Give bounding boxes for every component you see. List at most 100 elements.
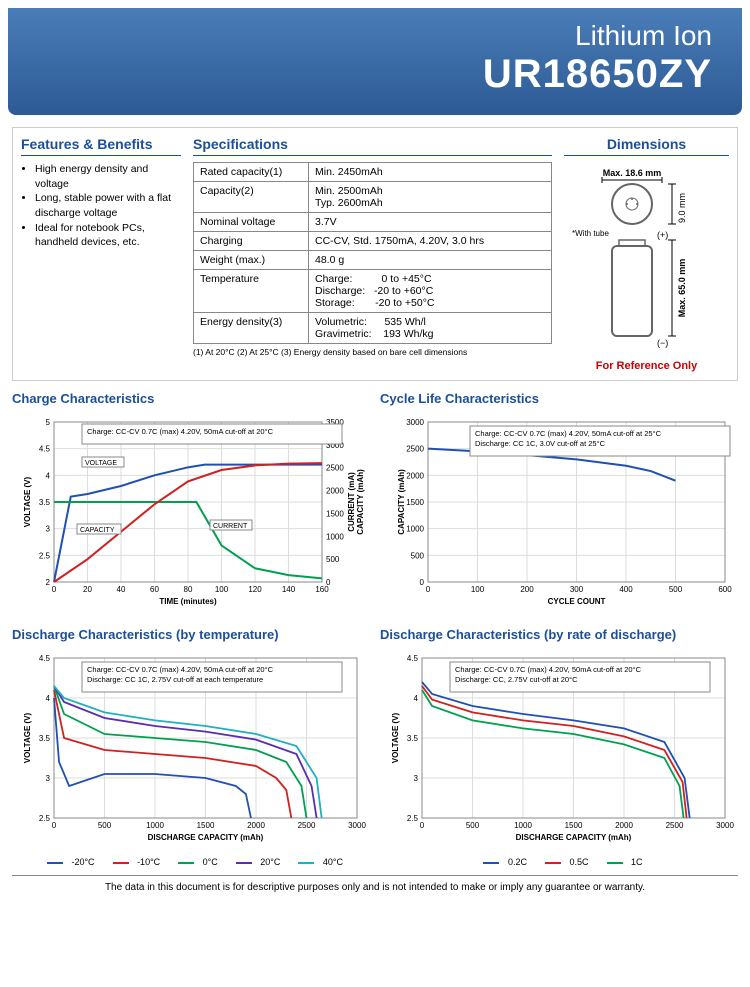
svg-text:4: 4 bbox=[46, 471, 51, 480]
svg-text:500: 500 bbox=[669, 585, 683, 594]
top-row: Features & Benefits High energy density … bbox=[12, 127, 738, 381]
svg-text:4.5: 4.5 bbox=[407, 654, 419, 663]
ref-only: For Reference Only bbox=[564, 360, 729, 372]
svg-text:(+): (+) bbox=[657, 230, 668, 240]
spec-footnote: (1) At 20°C (2) At 25°C (3) Energy densi… bbox=[193, 347, 552, 357]
svg-text:2: 2 bbox=[46, 578, 51, 587]
svg-text:80: 80 bbox=[184, 585, 193, 594]
svg-text:1000: 1000 bbox=[514, 821, 532, 830]
svg-text:2000: 2000 bbox=[326, 487, 344, 496]
svg-text:3000: 3000 bbox=[716, 821, 734, 830]
charge-chart: Charge Characteristics 22.533.544.550204… bbox=[12, 391, 372, 617]
svg-text:CAPACITY: CAPACITY bbox=[80, 527, 115, 534]
svg-text:VOLTAGE: VOLTAGE bbox=[85, 460, 117, 467]
svg-text:600: 600 bbox=[718, 585, 732, 594]
svg-text:TIME (minutes): TIME (minutes) bbox=[159, 597, 217, 606]
dimensions-diagram: Max. 18.6 mm 9.0 mm *With tube (+) Max. … bbox=[567, 166, 727, 351]
svg-text:500: 500 bbox=[98, 821, 112, 830]
svg-text:3: 3 bbox=[46, 525, 51, 534]
svg-text:CAPACITY (mAh): CAPACITY (mAh) bbox=[356, 469, 365, 535]
svg-text:Charge: CC-CV 0.7C (max) 4.: Charge: CC-CV 0.7C (max) 4.20V, 50mA cut… bbox=[475, 429, 662, 438]
dimensions-title: Dimensions bbox=[564, 136, 729, 156]
svg-text:1500: 1500 bbox=[406, 498, 424, 507]
svg-text:4.5: 4.5 bbox=[39, 654, 51, 663]
svg-text:500: 500 bbox=[326, 555, 340, 564]
svg-text:200: 200 bbox=[520, 585, 534, 594]
specs-title: Specifications bbox=[193, 136, 552, 156]
svg-text:500: 500 bbox=[411, 551, 425, 560]
svg-text:VOLTAGE (V): VOLTAGE (V) bbox=[23, 476, 32, 527]
svg-text:DISCHARGE CAPACITY (mAh): DISCHARGE CAPACITY (mAh) bbox=[148, 833, 264, 842]
svg-text:3.5: 3.5 bbox=[39, 734, 51, 743]
svg-text:100: 100 bbox=[215, 585, 229, 594]
svg-text:CYCLE COUNT: CYCLE COUNT bbox=[548, 597, 606, 606]
svg-text:CURRENT: CURRENT bbox=[213, 523, 248, 530]
header-title: UR18650ZY bbox=[38, 52, 712, 97]
svg-text:3000: 3000 bbox=[348, 821, 366, 830]
svg-text:2500: 2500 bbox=[666, 821, 684, 830]
svg-text:60: 60 bbox=[150, 585, 159, 594]
header-subtitle: Lithium Ion bbox=[38, 20, 712, 52]
discharge-temp-chart: Discharge Characteristics (by temperatur… bbox=[12, 627, 372, 867]
svg-text:VOLTAGE (V): VOLTAGE (V) bbox=[391, 712, 400, 763]
svg-text:2000: 2000 bbox=[615, 821, 633, 830]
feature-item: High energy density and voltage bbox=[35, 162, 181, 191]
feature-item: Ideal for notebook PCs, handheld devices… bbox=[35, 221, 181, 250]
svg-text:2.5: 2.5 bbox=[39, 551, 51, 560]
svg-text:20: 20 bbox=[83, 585, 92, 594]
features-list: High energy density and voltageLong, sta… bbox=[35, 162, 181, 250]
svg-text:120: 120 bbox=[248, 585, 262, 594]
features-section: Features & Benefits High energy density … bbox=[21, 136, 181, 372]
svg-text:1500: 1500 bbox=[326, 509, 344, 518]
svg-text:0: 0 bbox=[326, 578, 331, 587]
svg-text:1500: 1500 bbox=[565, 821, 583, 830]
svg-text:0: 0 bbox=[52, 585, 57, 594]
svg-text:Charge: CC-CV 0.7C (max) 4.: Charge: CC-CV 0.7C (max) 4.20V, 50mA cut… bbox=[455, 665, 642, 674]
svg-text:Discharge: CC 1C, 3.0V cut-off: Discharge: CC 1C, 3.0V cut-off at 25°C bbox=[475, 439, 606, 448]
features-title: Features & Benefits bbox=[21, 136, 181, 156]
svg-text:2500: 2500 bbox=[406, 445, 424, 454]
spec-table: Rated capacity(1)Min. 2450mAhCapacity(2)… bbox=[193, 162, 552, 344]
svg-text:4.5: 4.5 bbox=[39, 445, 51, 454]
svg-text:2500: 2500 bbox=[298, 821, 316, 830]
svg-text:Max. 18.6 mm: Max. 18.6 mm bbox=[602, 168, 661, 178]
svg-text:0: 0 bbox=[52, 821, 57, 830]
svg-text:400: 400 bbox=[619, 585, 633, 594]
svg-text:1500: 1500 bbox=[197, 821, 215, 830]
svg-text:100: 100 bbox=[471, 585, 485, 594]
svg-text:4: 4 bbox=[46, 694, 51, 703]
svg-text:500: 500 bbox=[466, 821, 480, 830]
svg-text:0: 0 bbox=[420, 578, 425, 587]
svg-text:3: 3 bbox=[414, 774, 419, 783]
svg-text:3: 3 bbox=[46, 774, 51, 783]
header: Lithium Ion UR18650ZY bbox=[8, 8, 742, 115]
svg-text:140: 140 bbox=[282, 585, 296, 594]
svg-text:4: 4 bbox=[414, 694, 419, 703]
svg-text:9.0 mm: 9.0 mm bbox=[677, 193, 687, 223]
svg-text:Charge: CC-CV 0.7C (max) 4.: Charge: CC-CV 0.7C (max) 4.20V, 50mA cut… bbox=[87, 427, 274, 436]
svg-text:*With tube: *With tube bbox=[572, 229, 609, 238]
svg-text:Discharge: CC 1C, 2.75V cut-of: Discharge: CC 1C, 2.75V cut-off at each … bbox=[87, 675, 263, 684]
svg-text:2000: 2000 bbox=[406, 471, 424, 480]
svg-text:1000: 1000 bbox=[146, 821, 164, 830]
cycle-chart: Cycle Life Characteristics 0500100015002… bbox=[380, 391, 740, 617]
disclaimer: The data in this document is for descrip… bbox=[12, 875, 738, 893]
svg-text:VOLTAGE (V): VOLTAGE (V) bbox=[23, 712, 32, 763]
svg-text:CAPACITY (mAh): CAPACITY (mAh) bbox=[397, 469, 406, 535]
svg-text:CURRENT (mA): CURRENT (mA) bbox=[347, 472, 356, 532]
svg-text:300: 300 bbox=[570, 585, 584, 594]
svg-text:40: 40 bbox=[117, 585, 126, 594]
svg-text:Charge: CC-CV 0.7C (max) 4.: Charge: CC-CV 0.7C (max) 4.20V, 50mA cut… bbox=[87, 665, 274, 674]
svg-text:Discharge: CC, 2.75V cut-off a: Discharge: CC, 2.75V cut-off at 20°C bbox=[455, 675, 578, 684]
svg-text:Max. 65.0 mm: Max. 65.0 mm bbox=[677, 259, 687, 318]
svg-text:2.5: 2.5 bbox=[407, 814, 419, 823]
svg-text:1000: 1000 bbox=[326, 532, 344, 541]
svg-text:0: 0 bbox=[426, 585, 431, 594]
svg-text:2.5: 2.5 bbox=[39, 814, 51, 823]
svg-text:3.5: 3.5 bbox=[407, 734, 419, 743]
specs-section: Specifications Rated capacity(1)Min. 245… bbox=[193, 136, 552, 372]
svg-text:2000: 2000 bbox=[247, 821, 265, 830]
svg-text:DISCHARGE CAPACITY (mAh): DISCHARGE CAPACITY (mAh) bbox=[516, 833, 632, 842]
dimensions-section: Dimensions Max. 18.6 mm 9.0 mm *With tub… bbox=[564, 136, 729, 372]
svg-text:0: 0 bbox=[420, 821, 425, 830]
